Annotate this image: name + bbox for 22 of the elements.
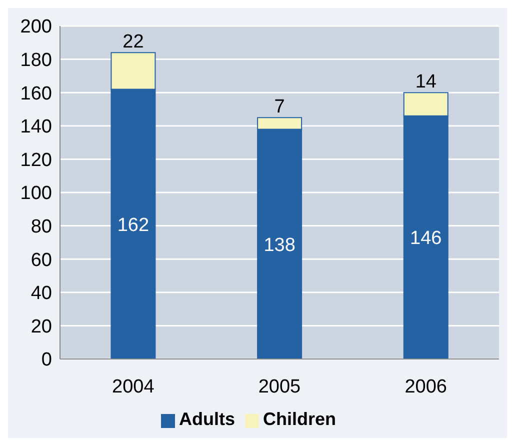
x-tick-label: 2006: [404, 376, 447, 398]
data-label: 22: [122, 32, 144, 53]
y-tick-label: 40: [30, 283, 52, 304]
x-tick-label: 2004: [112, 376, 155, 398]
y-tick-label: 20: [30, 316, 52, 338]
y-tick-label: 180: [20, 50, 52, 72]
data-label: 14: [415, 72, 437, 93]
y-tick-label: 120: [20, 150, 52, 171]
y-tick-label: 100: [20, 183, 52, 204]
y-tick-label: 160: [20, 83, 52, 104]
data-label: 138: [264, 234, 296, 256]
y-tick-label: 60: [30, 250, 52, 271]
x-tick-label: 2005: [258, 376, 301, 398]
data-label: 146: [410, 228, 442, 250]
legend-label: Adults: [178, 409, 235, 429]
y-tick-label: 200: [20, 16, 52, 38]
legend-label: Children: [262, 409, 336, 429]
y-tick-label: 80: [30, 216, 52, 238]
y-tick-label: 140: [20, 116, 52, 138]
data-label: 162: [117, 214, 150, 236]
y-tick-label: 0: [41, 350, 52, 371]
data-label: 7: [274, 96, 285, 118]
